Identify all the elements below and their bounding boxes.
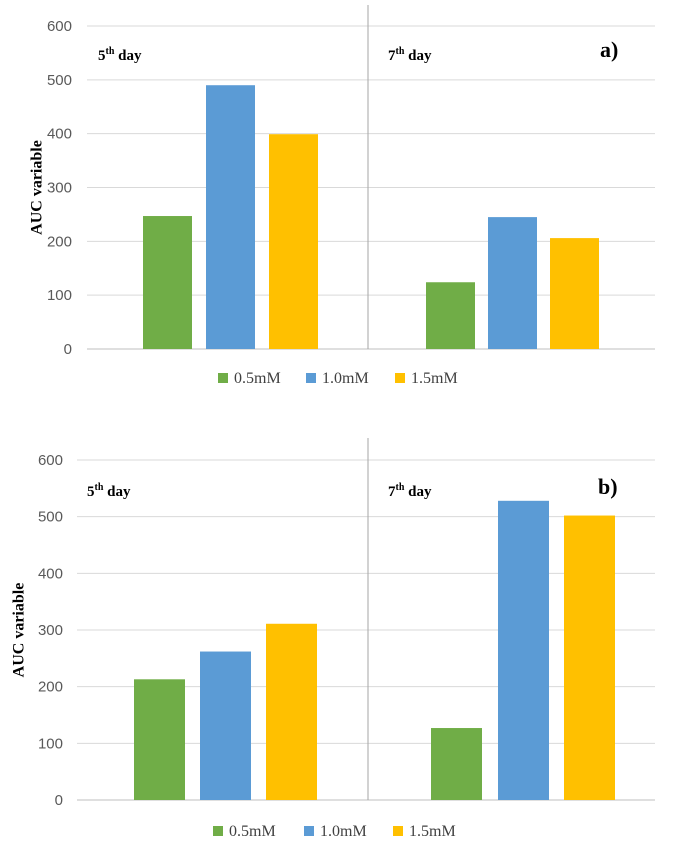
y-axis-label: AUC variable — [29, 140, 46, 235]
group-label: 7th day — [388, 482, 432, 500]
y-tick-label: 600 — [47, 18, 72, 35]
chart-panel-b: 0 100 200 300 400 500 600 AUC variable 5th day 7t… — [11, 438, 655, 840]
y-axis-label: AUC variable — [11, 583, 28, 678]
legend-swatch — [213, 826, 223, 836]
bar-0-5mM-group-1 — [143, 216, 192, 349]
legend-swatch — [306, 373, 316, 383]
legend-label: 0.5mM — [229, 823, 276, 840]
y-tick-label: 200 — [38, 679, 63, 696]
y-tick-label: 400 — [47, 126, 72, 143]
bar-1-5mM-group-2 — [564, 515, 615, 800]
y-tick-label: 0 — [55, 792, 63, 809]
bar-1-0mM-group-1 — [200, 651, 251, 800]
bar-0-5mM-group-1 — [134, 679, 185, 800]
legend-swatch — [393, 826, 403, 836]
y-tick-label: 0 — [64, 341, 72, 358]
legend-swatch — [395, 373, 405, 383]
legend-swatch — [218, 373, 228, 383]
y-tick-label: 600 — [38, 452, 63, 469]
chart-panel-a: 0 100 200 300 400 500 600 AUC variable 5th day 7t… — [29, 5, 655, 387]
bar-1-5mM-group-1 — [269, 134, 318, 349]
bar-0-5mM-group-2 — [431, 728, 482, 800]
y-tick-label: 500 — [47, 72, 72, 89]
y-tick-label: 100 — [47, 287, 72, 304]
panel-label: a) — [600, 37, 618, 62]
y-tick-label: 500 — [38, 509, 63, 526]
legend-label: 1.5mM — [411, 370, 458, 387]
legend-swatch — [304, 826, 314, 836]
legend-label: 0.5mM — [234, 370, 281, 387]
group-label: 5th day — [87, 482, 131, 500]
bar-0-5mM-group-2 — [426, 282, 475, 349]
bar-1-5mM-group-2 — [550, 238, 599, 349]
legend-label: 1.0mM — [320, 823, 367, 840]
y-tick-label: 100 — [38, 735, 63, 752]
bar-1-0mM-group-1 — [206, 85, 255, 349]
group-label: 7th day — [388, 46, 432, 64]
bar-1-0mM-group-2 — [498, 500, 549, 800]
legend-label: 1.5mM — [409, 823, 456, 840]
y-tick-label: 200 — [47, 233, 72, 250]
bar-1-0mM-group-2 — [488, 217, 537, 349]
legend-label: 1.0mM — [322, 370, 369, 387]
bar-1-5mM-group-1 — [266, 623, 317, 800]
y-tick-label: 300 — [47, 180, 72, 197]
group-label: 5th day — [98, 46, 142, 64]
y-tick-label: 400 — [38, 565, 63, 582]
panel-label: b) — [598, 474, 618, 499]
y-tick-label: 300 — [38, 622, 63, 639]
